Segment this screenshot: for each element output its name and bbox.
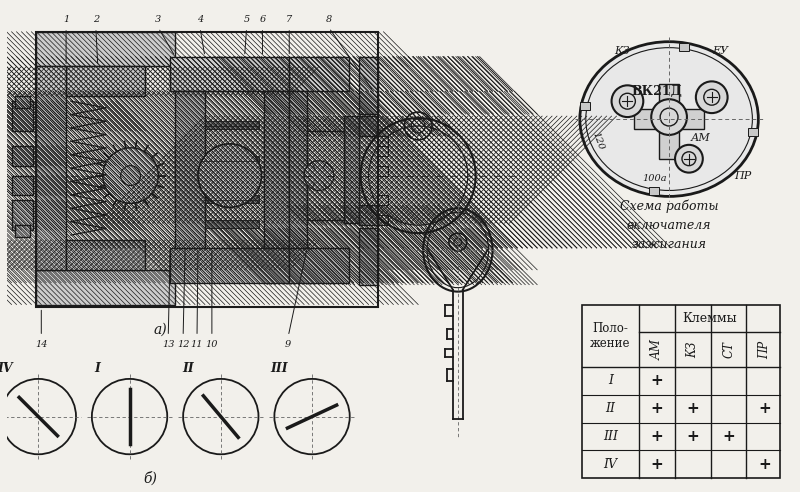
Text: 14: 14 <box>35 339 47 349</box>
Text: Клеммы: Клеммы <box>682 312 737 325</box>
Text: ПР: ПР <box>758 340 770 359</box>
Text: КЗ: КЗ <box>614 46 630 56</box>
Text: IV: IV <box>0 363 14 375</box>
Bar <box>307 131 344 220</box>
Text: 3: 3 <box>155 15 162 25</box>
Text: КЗ: КЗ <box>686 341 699 358</box>
Text: +: + <box>758 457 770 472</box>
Bar <box>175 92 205 248</box>
Text: II: II <box>182 363 194 375</box>
Ellipse shape <box>580 42 758 196</box>
Bar <box>66 240 146 270</box>
Bar <box>36 32 175 66</box>
Circle shape <box>696 81 728 113</box>
Bar <box>377 215 389 225</box>
Text: +: + <box>651 429 663 444</box>
Bar <box>358 205 377 225</box>
Text: II: II <box>606 402 615 415</box>
Circle shape <box>304 161 334 190</box>
Text: АМ: АМ <box>650 339 664 360</box>
Bar <box>358 116 377 136</box>
Circle shape <box>611 85 643 117</box>
Text: АМ: АМ <box>691 133 710 143</box>
Text: I: I <box>608 374 613 387</box>
Text: IV: IV <box>603 458 618 471</box>
Bar <box>290 57 349 92</box>
Text: 6: 6 <box>259 15 266 25</box>
Bar <box>377 146 389 156</box>
Text: 2: 2 <box>93 15 99 25</box>
Text: 9: 9 <box>285 339 291 349</box>
Text: 4: 4 <box>197 15 203 25</box>
Text: +: + <box>686 429 699 444</box>
Bar <box>377 166 389 176</box>
FancyBboxPatch shape <box>14 96 30 108</box>
Text: 11: 11 <box>190 339 203 349</box>
Bar <box>205 156 259 164</box>
Bar <box>11 146 34 166</box>
Text: +: + <box>651 457 663 472</box>
Bar <box>205 220 259 228</box>
Text: а): а) <box>154 322 167 337</box>
Bar <box>358 228 378 285</box>
Text: Схема работы
включателя
зажигания: Схема работы включателя зажигания <box>620 199 718 251</box>
Bar <box>170 57 290 92</box>
Text: 5: 5 <box>243 15 250 25</box>
Text: Поло-
жение: Поло- жение <box>590 322 631 350</box>
Bar <box>748 128 758 136</box>
Bar <box>358 57 378 114</box>
Text: +: + <box>651 373 663 388</box>
Bar <box>36 32 378 308</box>
Bar <box>205 121 259 129</box>
Bar <box>580 102 590 110</box>
FancyBboxPatch shape <box>14 225 30 237</box>
Bar <box>582 305 780 478</box>
Bar <box>11 176 34 195</box>
Text: +: + <box>686 401 699 416</box>
Circle shape <box>198 144 262 207</box>
Text: 8: 8 <box>326 15 332 25</box>
Bar <box>377 195 389 205</box>
Bar <box>679 43 689 51</box>
Text: +: + <box>722 429 735 444</box>
Bar <box>11 101 34 131</box>
Text: I: I <box>94 363 100 375</box>
Text: ВК21Д: ВК21Д <box>632 85 682 98</box>
Bar <box>290 92 307 248</box>
Bar <box>11 200 34 230</box>
Bar <box>170 248 290 283</box>
Text: 7: 7 <box>286 15 292 25</box>
Text: ЕУ: ЕУ <box>713 46 729 56</box>
Bar <box>205 195 259 203</box>
Text: +: + <box>758 401 770 416</box>
Text: СТ: СТ <box>722 341 735 358</box>
Text: III: III <box>603 430 618 443</box>
Bar <box>290 248 349 283</box>
Text: 120: 120 <box>590 130 605 151</box>
Bar <box>344 116 358 223</box>
Bar <box>265 92 290 248</box>
Text: 13: 13 <box>162 339 174 349</box>
Bar <box>36 66 66 270</box>
Circle shape <box>651 99 687 135</box>
Circle shape <box>121 166 141 185</box>
Text: III: III <box>270 363 288 375</box>
Bar <box>650 187 659 195</box>
Bar <box>36 270 175 305</box>
Text: 12: 12 <box>177 339 190 349</box>
Circle shape <box>102 148 158 203</box>
Polygon shape <box>634 84 704 159</box>
Text: б): б) <box>143 471 158 485</box>
Circle shape <box>675 145 703 173</box>
Text: 10: 10 <box>206 339 218 349</box>
Text: ПР: ПР <box>734 171 751 181</box>
Bar <box>377 136 389 146</box>
Text: 100а: 100а <box>642 174 666 183</box>
Text: +: + <box>651 401 663 416</box>
Bar <box>66 66 146 96</box>
Text: 1: 1 <box>63 15 70 25</box>
